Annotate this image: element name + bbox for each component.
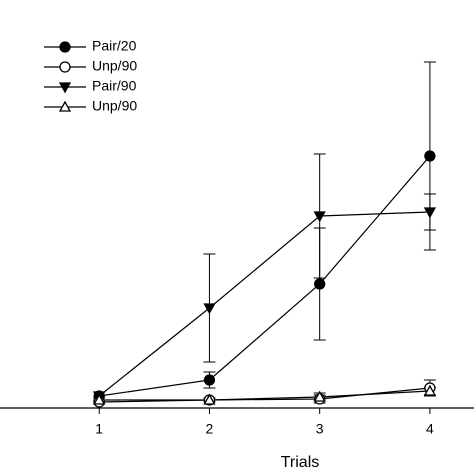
series-line: [98, 211, 430, 397]
legend-marker: [59, 41, 71, 53]
data-point: [423, 384, 437, 396]
data-point: [203, 303, 216, 315]
legend-marker: [59, 61, 71, 73]
data-point: [314, 278, 326, 290]
x-tick-label: 3: [316, 421, 324, 437]
x-tick-label: 2: [206, 421, 214, 437]
legend-marker: [58, 82, 72, 94]
series-line: [99, 390, 430, 401]
data-point: [423, 207, 437, 219]
legend-label: Pair/20: [92, 38, 137, 54]
series-line: [99, 155, 431, 397]
data-point: [93, 393, 106, 405]
legend-marker: [58, 100, 72, 112]
legend-label: Unp/90: [92, 98, 137, 114]
data-point: [203, 374, 216, 386]
data-point: [313, 211, 326, 223]
legend-label: Pair/90: [92, 78, 137, 94]
x-tick-label: 1: [95, 421, 103, 437]
data-point: [424, 150, 436, 162]
x-axis-label: Trials: [281, 454, 320, 471]
data-point: [203, 393, 216, 405]
x-tick-label: 4: [426, 421, 434, 437]
data-point: [313, 390, 326, 402]
legend-label: Unp/90: [92, 58, 137, 74]
